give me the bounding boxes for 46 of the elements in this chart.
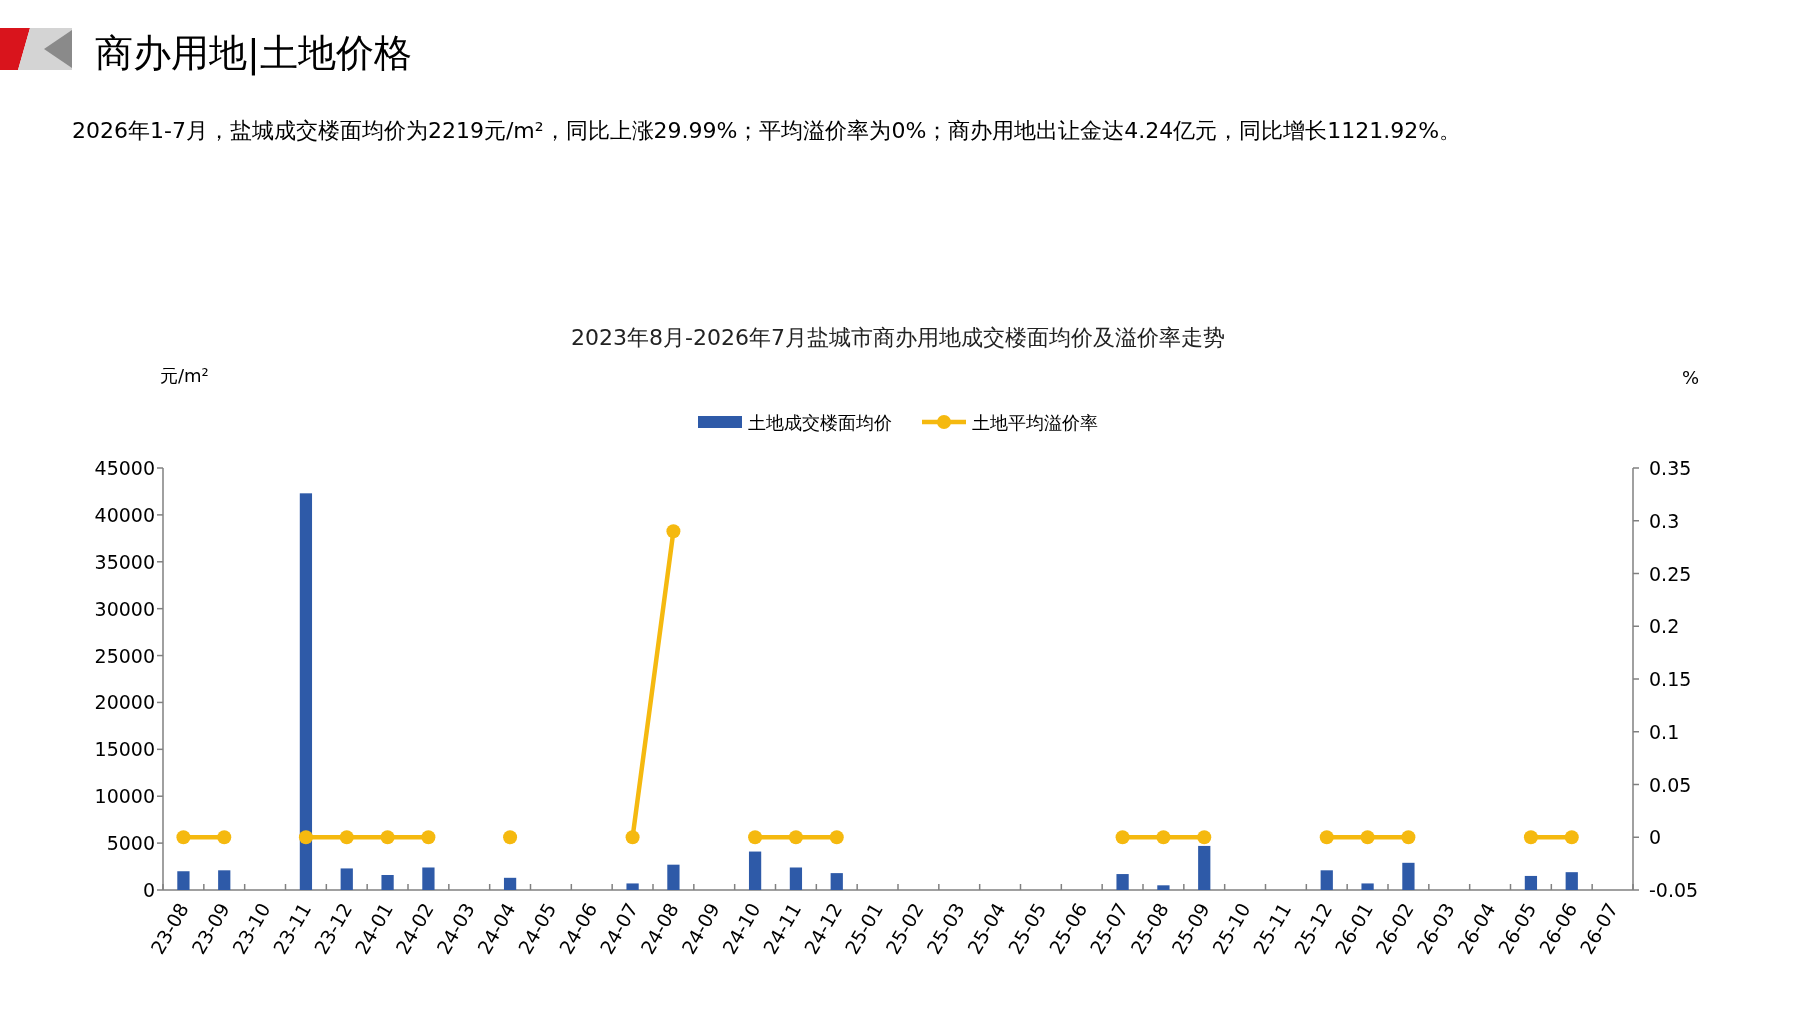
bar (503, 877, 517, 890)
y-tick-label: 15000 (94, 738, 155, 761)
bar (789, 867, 803, 890)
bar (1565, 872, 1578, 890)
bar (667, 864, 680, 890)
y-tick-label: 5000 (106, 832, 155, 855)
bar (830, 873, 843, 890)
y-tick-label: 45000 (94, 457, 155, 479)
y2-tick-label: -0.05 (1649, 879, 1699, 901)
bar (299, 493, 313, 890)
bar (1361, 883, 1374, 890)
bar (748, 851, 762, 890)
y-tick-label: 40000 (94, 503, 155, 526)
legend-label: 土地平均溢价率 (972, 412, 1098, 433)
y-tick-label: 10000 (94, 785, 155, 808)
y2-tick-label: 0.25 (1649, 562, 1692, 585)
bar (1402, 862, 1415, 890)
bar (626, 883, 639, 890)
bar (177, 871, 190, 890)
y2-tick-label: 0 (1649, 826, 1662, 849)
y-tick-label: 35000 (94, 550, 155, 573)
bar (1157, 885, 1170, 890)
bar (1116, 874, 1129, 890)
text: 商办用地|土地价格 (95, 31, 412, 76)
y2-tick-label: 0.2 (1649, 615, 1680, 638)
y2-tick-label: 0.1 (1649, 720, 1680, 743)
bar (340, 868, 353, 890)
y2-tick-label: 0.05 (1649, 773, 1692, 796)
y-tick-label: 0 (142, 879, 155, 901)
bar (218, 870, 231, 890)
text: 2026年1-7月，盐城成交楼面均价为2219元/m²，同比上涨29.99%；平均溢价率为0%；商办用地出让金达4.24亿元，同比增长1121.92%。 (72, 118, 1462, 143)
bar (1198, 845, 1211, 890)
y2-tick-label: 0.15 (1649, 668, 1692, 690)
y-tick-label: 25000 (94, 644, 155, 667)
y2-tick-label: 0.3 (1649, 509, 1680, 532)
y-tick-label: 20000 (94, 691, 155, 714)
bar (1524, 875, 1538, 890)
y-tick-label: 30000 (94, 597, 155, 620)
legend-label: 土地成交楼面均价 (748, 412, 892, 433)
bar (381, 875, 394, 890)
chart-title: 2023年8月-2026年7月盐城市商办用地成交楼面均价及溢价率走势 (571, 325, 1225, 350)
y-axis-title: 元/m² (160, 365, 209, 386)
y2-axis-title: % (1682, 367, 1700, 388)
y2-tick-label: 0.35 (1649, 457, 1692, 479)
bar (1320, 870, 1333, 890)
bar (422, 867, 435, 890)
